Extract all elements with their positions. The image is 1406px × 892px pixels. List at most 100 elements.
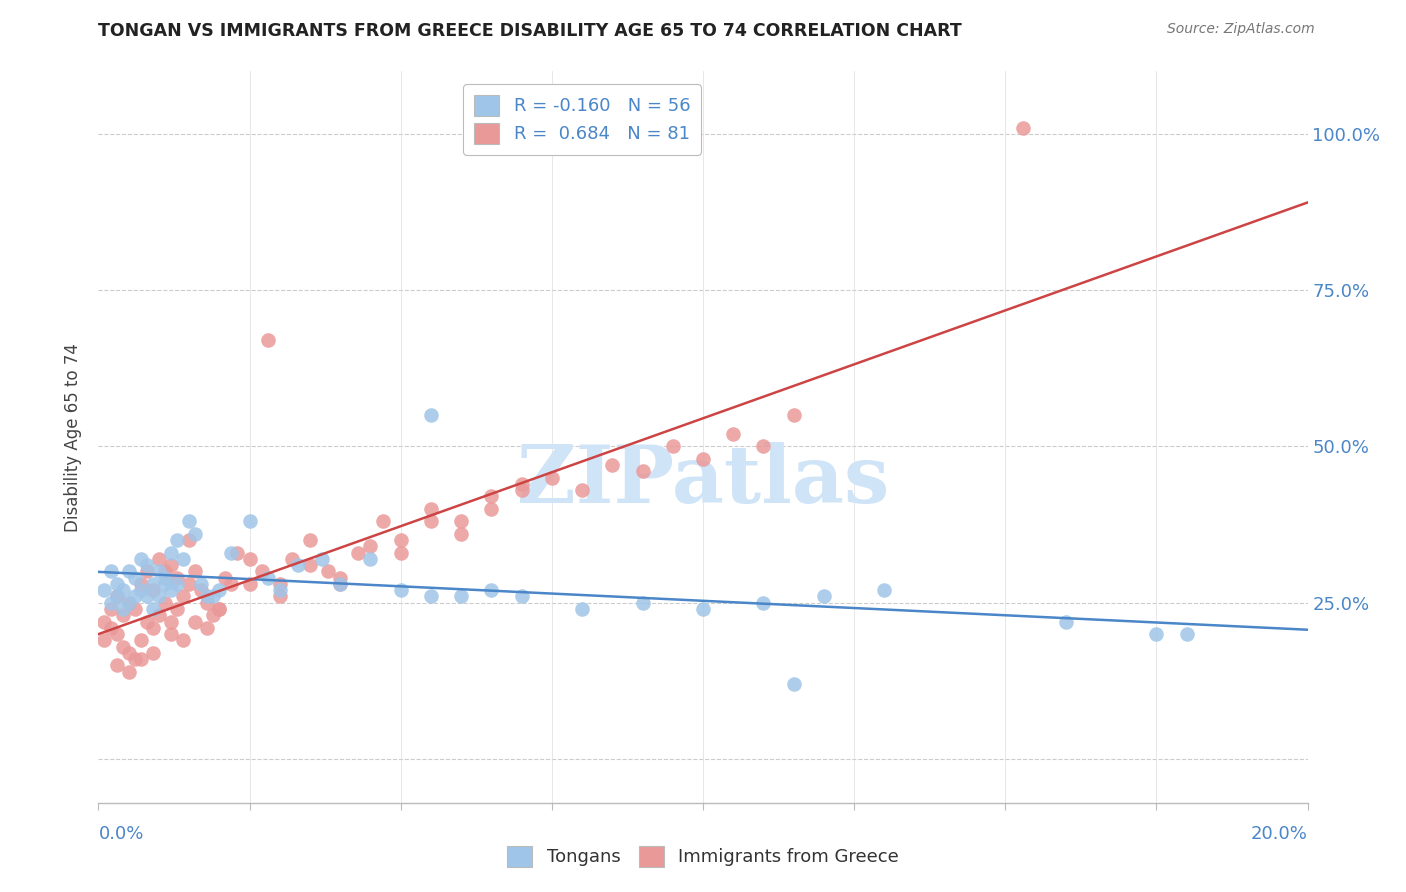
Point — [571, 602, 593, 616]
Text: ZIPatlas: ZIPatlas — [517, 442, 889, 520]
Point — [166, 533, 188, 548]
Point — [662, 440, 685, 454]
Point — [420, 502, 443, 516]
Point — [195, 590, 218, 604]
Point — [160, 583, 183, 598]
Point — [179, 577, 201, 591]
Point — [202, 608, 225, 623]
Point — [256, 333, 278, 347]
Point — [135, 590, 157, 604]
Point — [195, 621, 218, 635]
Point — [179, 515, 201, 529]
Point — [153, 571, 176, 585]
Point — [111, 583, 134, 598]
Text: 0.0%: 0.0% — [98, 825, 143, 843]
Point — [269, 590, 291, 604]
Point — [124, 571, 146, 585]
Point — [129, 552, 152, 566]
Point — [208, 602, 231, 616]
Point — [148, 608, 170, 623]
Point — [105, 627, 128, 641]
Point — [179, 533, 201, 548]
Point — [142, 646, 165, 660]
Point — [481, 490, 503, 504]
Point — [692, 452, 714, 467]
Point — [153, 565, 176, 579]
Point — [190, 577, 212, 591]
Point — [148, 552, 170, 566]
Point — [118, 665, 141, 679]
Point — [142, 621, 165, 635]
Point — [299, 558, 322, 573]
Point — [873, 583, 896, 598]
Point — [540, 471, 562, 485]
Point — [214, 571, 236, 585]
Point — [118, 646, 141, 660]
Point — [148, 565, 170, 579]
Point — [135, 565, 157, 579]
Point — [329, 571, 352, 585]
Point — [129, 633, 152, 648]
Legend: Tongans, Immigrants from Greece: Tongans, Immigrants from Greece — [499, 838, 907, 874]
Point — [135, 615, 157, 629]
Point — [221, 546, 243, 560]
Point — [571, 483, 593, 498]
Point — [281, 552, 304, 566]
Point — [450, 590, 472, 604]
Point — [100, 621, 122, 635]
Point — [160, 627, 183, 641]
Point — [160, 546, 183, 560]
Point — [195, 596, 218, 610]
Point — [166, 577, 188, 591]
Point — [250, 565, 273, 579]
Point — [420, 515, 443, 529]
Point — [752, 596, 775, 610]
Point — [287, 558, 309, 573]
Point — [129, 583, 152, 598]
Point — [311, 552, 333, 566]
Point — [1175, 627, 1198, 641]
Point — [269, 577, 291, 591]
Point — [118, 565, 141, 579]
Point — [153, 596, 176, 610]
Point — [153, 577, 176, 591]
Point — [510, 483, 533, 498]
Point — [93, 633, 115, 648]
Point — [142, 583, 165, 598]
Point — [111, 640, 134, 654]
Point — [100, 602, 122, 616]
Point — [1012, 120, 1035, 135]
Point — [208, 602, 231, 616]
Point — [135, 558, 157, 573]
Point — [93, 615, 115, 629]
Point — [111, 602, 134, 616]
Point — [329, 577, 352, 591]
Point — [129, 652, 152, 666]
Point — [172, 552, 194, 566]
Point — [208, 583, 231, 598]
Point — [142, 577, 165, 591]
Point — [239, 577, 262, 591]
Point — [783, 408, 806, 422]
Point — [184, 615, 207, 629]
Point — [389, 546, 412, 560]
Point — [160, 558, 183, 573]
Point — [221, 577, 243, 591]
Point — [783, 677, 806, 691]
Point — [124, 652, 146, 666]
Point — [602, 458, 624, 473]
Point — [118, 596, 141, 610]
Point — [239, 552, 262, 566]
Point — [105, 577, 128, 591]
Point — [184, 565, 207, 579]
Point — [166, 571, 188, 585]
Point — [347, 546, 370, 560]
Point — [1054, 615, 1077, 629]
Point — [172, 633, 194, 648]
Text: Source: ZipAtlas.com: Source: ZipAtlas.com — [1167, 22, 1315, 37]
Point — [111, 608, 134, 623]
Point — [166, 602, 188, 616]
Point — [105, 590, 128, 604]
Point — [420, 408, 443, 422]
Point — [184, 527, 207, 541]
